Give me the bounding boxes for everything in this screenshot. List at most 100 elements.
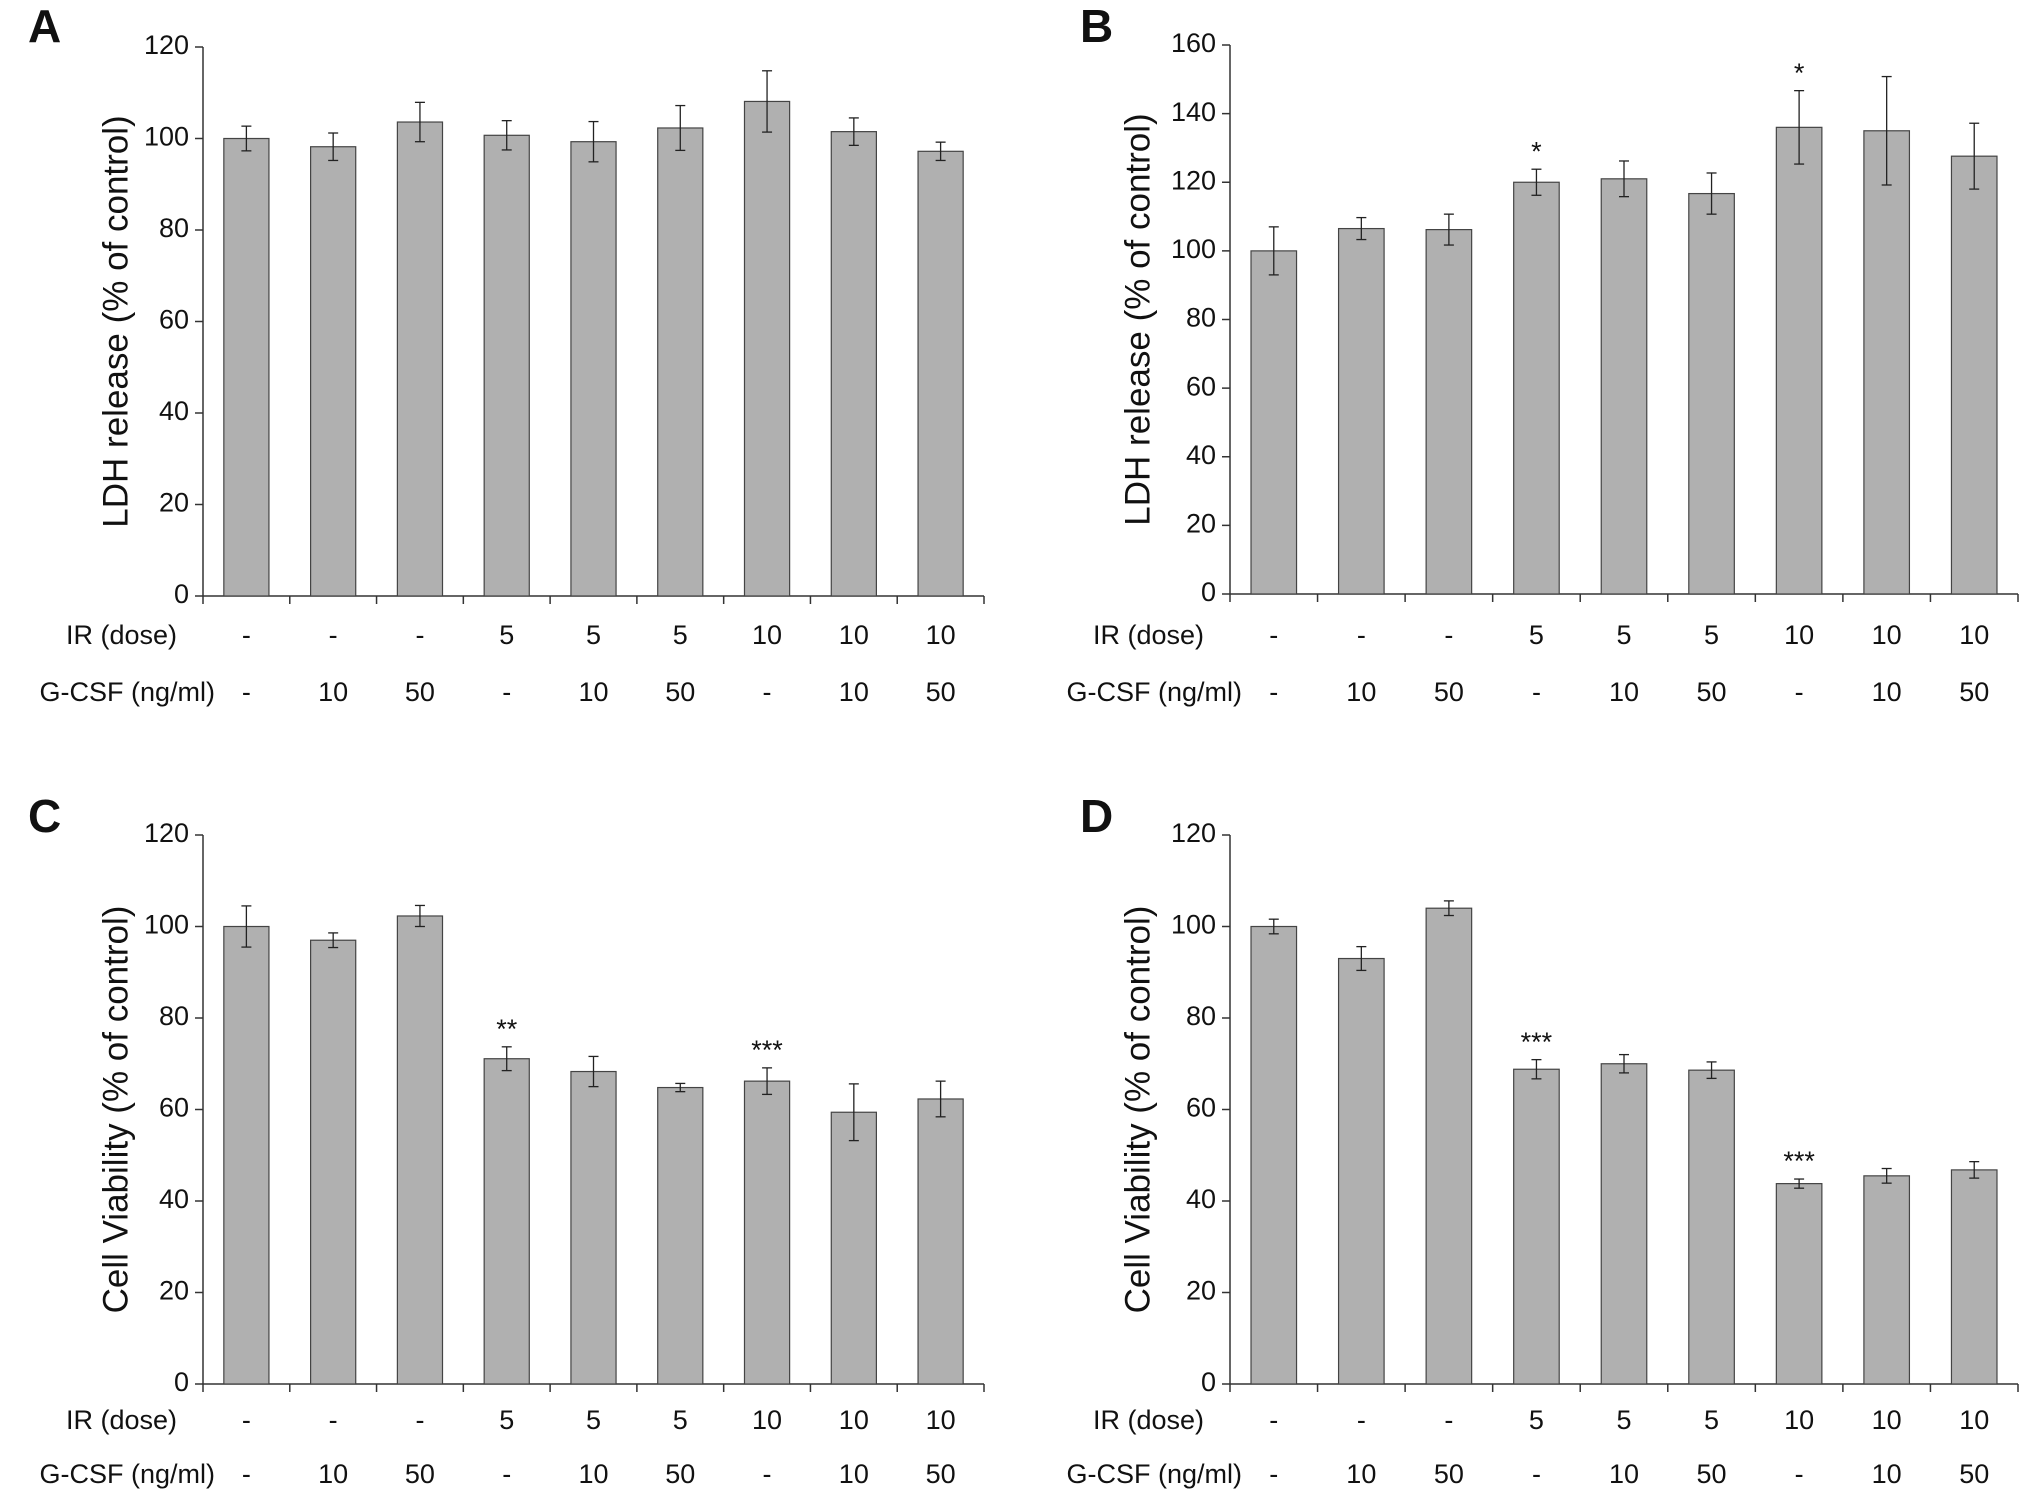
panel-label: D: [1080, 790, 1113, 842]
row-label: G-CSF (ng/ml): [1067, 677, 1243, 707]
significance-mark: ***: [751, 1035, 783, 1065]
x-tick-label: -: [502, 677, 511, 707]
bar: [1425, 907, 1473, 1385]
significance-mark: ***: [1783, 1146, 1815, 1176]
x-tick-label: 5: [499, 620, 514, 650]
y-tick-label: 160: [1171, 28, 1216, 58]
x-tick-label: -: [415, 1405, 424, 1435]
x-tick-label: 5: [1704, 620, 1719, 650]
x-tick-label: 10: [1872, 1459, 1902, 1489]
y-axis-label: LDH release (% of control): [1118, 113, 1157, 525]
x-tick-label: 50: [1959, 677, 1989, 707]
bar: [657, 127, 704, 597]
bar: [1425, 229, 1473, 595]
bar: [1863, 130, 1911, 595]
x-tick-label: 10: [1872, 620, 1902, 650]
y-tick-label: 120: [144, 30, 189, 60]
error-bar: [588, 120, 599, 163]
x-tick-label: -: [1269, 1459, 1278, 1489]
x-tick-label: 10: [1346, 1459, 1376, 1489]
y-tick-label: 120: [144, 818, 189, 848]
bar: [1600, 178, 1648, 595]
bar: [917, 1098, 964, 1385]
y-tick-label: 100: [144, 122, 189, 152]
x-tick-label: 5: [1704, 1405, 1719, 1435]
y-tick-label: 140: [1171, 97, 1216, 127]
bar: [830, 131, 877, 597]
error-bar: [1531, 1058, 1542, 1080]
error-bar: [414, 904, 425, 928]
error-bar: [675, 1082, 686, 1093]
error-bar: [501, 1046, 512, 1072]
error-bar: [1794, 89, 1805, 165]
chart-panel: B LDH release (% of control) 0 20 40 60 80 100 1…: [1067, 0, 2019, 707]
panel-label: C: [28, 790, 61, 842]
row-label: G-CSF (ng/ml): [1067, 1459, 1243, 1489]
error-bar: [588, 1055, 599, 1088]
bar: [570, 1070, 617, 1385]
error-bar: [241, 125, 252, 152]
x-tick-label: 10: [1872, 677, 1902, 707]
chart-panel: C Cell Viability (% of control) 0 20 40 60 80 1…: [28, 790, 985, 1489]
bar: [1513, 181, 1560, 595]
error-bar: [1619, 1053, 1629, 1074]
y-axis-label: Cell Viability (% of control): [96, 906, 135, 1314]
error-bar: [848, 1083, 859, 1142]
x-tick-label: 5: [673, 620, 688, 650]
bar: [483, 1058, 530, 1385]
bar: [1250, 250, 1298, 595]
bar: [310, 146, 357, 597]
bar: [743, 100, 791, 597]
y-tick-label: 60: [159, 305, 189, 335]
error-bar: [501, 120, 512, 151]
x-tick-label: -: [1357, 1405, 1366, 1435]
bar: [657, 1086, 704, 1385]
y-tick-label: 40: [1186, 1184, 1216, 1214]
x-tick-label: -: [763, 1459, 772, 1489]
x-tick-label: 10: [1784, 1405, 1814, 1435]
x-tick-label: 50: [1434, 1459, 1464, 1489]
x-tick-label: -: [1269, 677, 1278, 707]
x-tick-label: -: [1444, 1405, 1453, 1435]
bar: [310, 939, 357, 1385]
y-tick-label: 20: [1186, 1276, 1216, 1306]
x-tick-label: -: [1532, 677, 1541, 707]
x-tick-label: 50: [665, 677, 695, 707]
x-tick-label: 10: [1959, 620, 1989, 650]
x-tick-label: 10: [318, 1459, 348, 1489]
bar: [1775, 1183, 1823, 1385]
y-tick-label: 60: [159, 1093, 189, 1123]
bar: [223, 925, 270, 1385]
bar: [1337, 227, 1385, 595]
error-bar: [241, 905, 252, 948]
bar: [1600, 1063, 1648, 1385]
error-bar: [1268, 226, 1279, 276]
bar: [1337, 957, 1385, 1385]
x-tick-label: 50: [1697, 677, 1727, 707]
y-tick-label: 20: [159, 1276, 189, 1306]
bar: [223, 137, 270, 597]
y-tick-label: 80: [159, 213, 189, 243]
x-tick-label: 10: [1609, 677, 1639, 707]
significance-mark: ***: [1521, 1027, 1553, 1057]
y-tick-label: 20: [159, 488, 189, 518]
bar: [830, 1111, 877, 1385]
x-tick-label: 5: [1529, 620, 1544, 650]
x-tick-label: 5: [673, 1405, 688, 1435]
x-tick-label: -: [415, 620, 424, 650]
error-bar: [328, 132, 339, 162]
x-tick-label: -: [1795, 1459, 1804, 1489]
error-bar: [328, 932, 339, 949]
y-tick-label: 80: [1186, 303, 1216, 333]
error-bar: [675, 104, 686, 152]
significance-mark: *: [1531, 136, 1542, 166]
row-label: G-CSF (ng/ml): [40, 677, 216, 707]
bar: [917, 150, 964, 597]
panel-label: A: [28, 0, 61, 52]
x-tick-label: 10: [1784, 620, 1814, 650]
x-tick-label: 10: [1609, 1459, 1639, 1489]
bar: [1863, 1175, 1911, 1385]
x-tick-label: -: [1444, 620, 1453, 650]
x-tick-label: 50: [1959, 1459, 1989, 1489]
